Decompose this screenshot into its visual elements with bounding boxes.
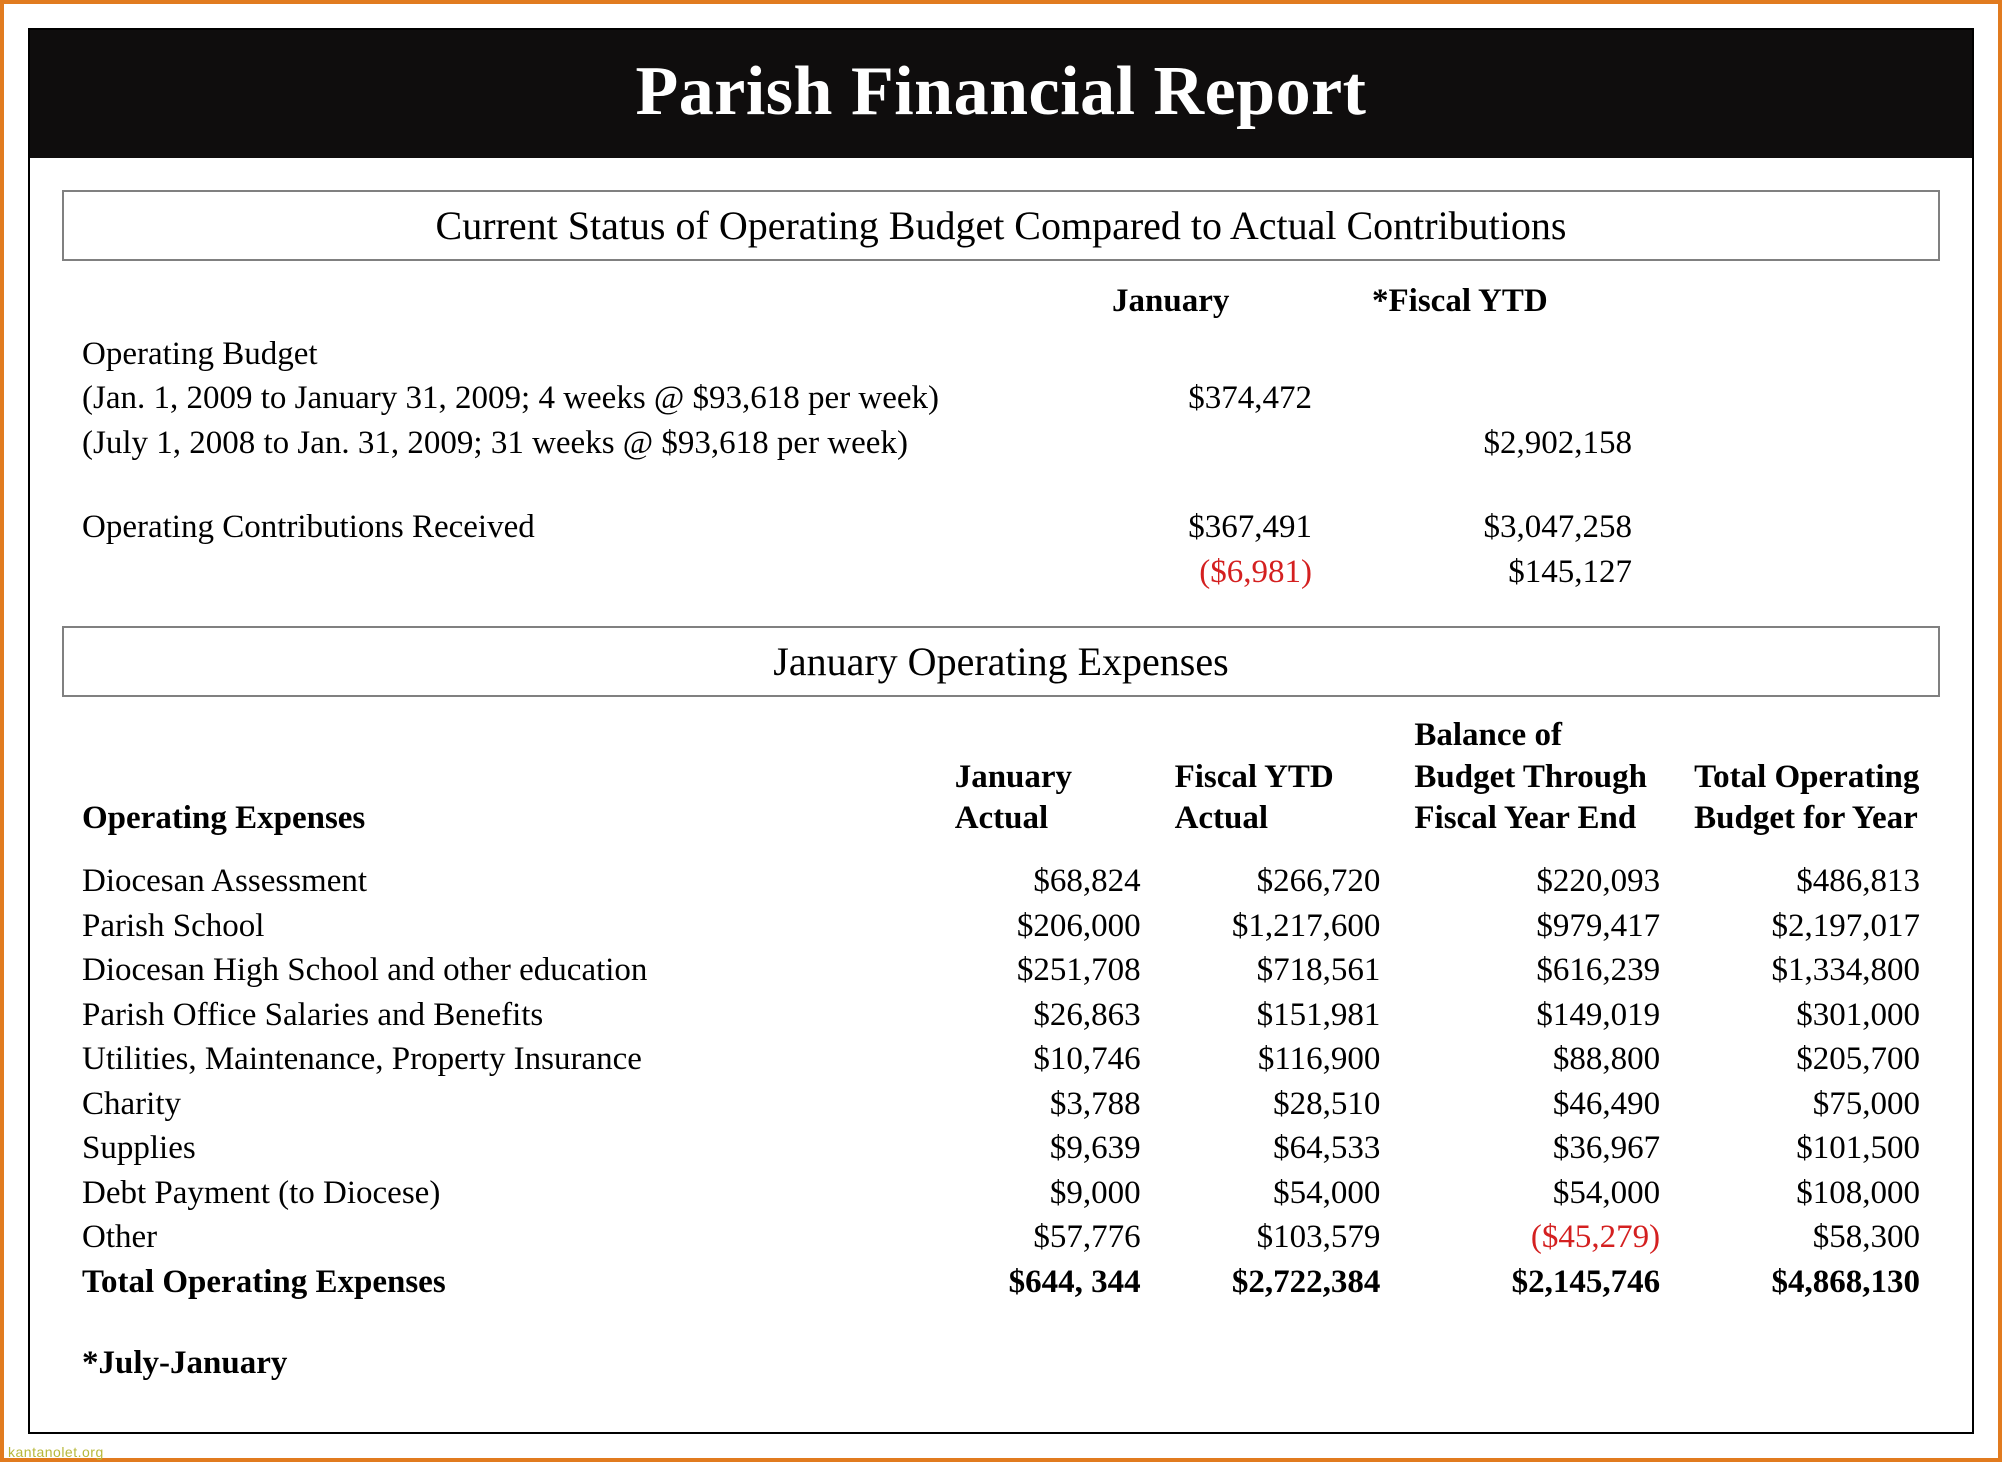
cell-tot: $205,700	[1660, 1037, 1920, 1082]
contrib-jan: $367,491	[1072, 505, 1352, 550]
table-row: Supplies$9,639$64,533$36,967$101,500	[82, 1126, 1920, 1171]
cell-bal: $2,145,746	[1380, 1260, 1660, 1305]
table-row: Diocesan Assessment$68,824$266,720$220,0…	[82, 859, 1920, 904]
budget-line1-label: (Jan. 1, 2009 to January 31, 2009; 4 wee…	[82, 376, 1072, 421]
table-row: Parish School$206,000$1,217,600$979,417$…	[82, 904, 1920, 949]
page-title: Parish Financial Report	[30, 52, 1972, 132]
cell-jan: $251,708	[921, 948, 1141, 993]
cell-tot: $75,000	[1660, 1082, 1920, 1127]
cell-bal: ($45,279)	[1380, 1215, 1660, 1260]
section-title-budget: Current Status of Operating Budget Compa…	[62, 190, 1940, 261]
contributions-label: Operating Contributions Received	[82, 505, 1072, 550]
table-row: Utilities, Maintenance, Property Insuran…	[82, 1037, 1920, 1082]
budget-line2-ytd: $2,902,158	[1352, 421, 1632, 466]
page: Parish Financial Report Current Status o…	[28, 28, 1974, 1434]
cell-jan: $206,000	[921, 904, 1141, 949]
cell-jan: $26,863	[921, 993, 1141, 1038]
col-header-ytd: *Fiscal YTD	[1352, 279, 1632, 332]
budget-line1-ytd	[1352, 376, 1632, 421]
cell-label: Supplies	[82, 1126, 921, 1171]
cell-bal: $979,417	[1380, 904, 1660, 949]
outer-frame: Parish Financial Report Current Status o…	[0, 0, 2002, 1462]
cell-ytd: $116,900	[1141, 1037, 1381, 1082]
cell-ytd: $64,533	[1141, 1126, 1381, 1171]
footnote: *July-January	[82, 1341, 1920, 1386]
cell-bal: $36,967	[1380, 1126, 1660, 1171]
cell-jan: $57,776	[921, 1215, 1141, 1260]
cell-tot: $4,868,130	[1660, 1260, 1920, 1305]
cell-ytd: $718,561	[1141, 948, 1381, 993]
table-row-total: Total Operating Expenses$644, 344$2,722,…	[82, 1260, 1920, 1305]
cell-bal: $54,000	[1380, 1171, 1660, 1216]
expenses-table: Operating Expenses JanuaryActual Fiscal …	[82, 715, 1920, 1304]
cell-bal: $46,490	[1380, 1082, 1660, 1127]
expenses-block: Operating Expenses JanuaryActual Fiscal …	[30, 715, 1972, 1385]
cell-tot: $101,500	[1660, 1126, 1920, 1171]
cell-label: Other	[82, 1215, 921, 1260]
cell-label: Parish School	[82, 904, 921, 949]
watermark: kantanolet.org	[8, 1444, 104, 1460]
exp-col-bal: Balance ofBudget ThroughFiscal Year End	[1380, 715, 1660, 859]
section-title-expenses: January Operating Expenses	[62, 626, 1940, 697]
cell-ytd: $266,720	[1141, 859, 1381, 904]
operating-budget-label: Operating Budget	[82, 332, 1072, 377]
budget-line2-label: (July 1, 2008 to Jan. 31, 2009; 31 weeks…	[82, 421, 1072, 466]
cell-label: Debt Payment (to Diocese)	[82, 1171, 921, 1216]
cell-ytd: $103,579	[1141, 1215, 1381, 1260]
cell-bal: $149,019	[1380, 993, 1660, 1038]
cell-label: Diocesan High School and other education	[82, 948, 921, 993]
cell-jan: $10,746	[921, 1037, 1141, 1082]
report-header: Parish Financial Report	[30, 30, 1972, 158]
col-header-january: January	[1072, 279, 1352, 332]
cell-label: Charity	[82, 1082, 921, 1127]
cell-ytd: $54,000	[1141, 1171, 1381, 1216]
cell-label: Total Operating Expenses	[82, 1260, 921, 1305]
variance-jan: ($6,981)	[1072, 550, 1352, 595]
cell-tot: $1,334,800	[1660, 948, 1920, 993]
cell-label: Utilities, Maintenance, Property Insuran…	[82, 1037, 921, 1082]
variance-ytd: $145,127	[1352, 550, 1632, 595]
cell-ytd: $28,510	[1141, 1082, 1381, 1127]
cell-label: Parish Office Salaries and Benefits	[82, 993, 921, 1038]
cell-tot: $2,197,017	[1660, 904, 1920, 949]
cell-bal: $616,239	[1380, 948, 1660, 993]
cell-bal: $88,800	[1380, 1037, 1660, 1082]
cell-label: Diocesan Assessment	[82, 859, 921, 904]
budget-line1-jan: $374,472	[1072, 376, 1352, 421]
table-row: Parish Office Salaries and Benefits$26,8…	[82, 993, 1920, 1038]
cell-jan: $68,824	[921, 859, 1141, 904]
table-row: Diocesan High School and other education…	[82, 948, 1920, 993]
exp-col-ytd: Fiscal YTDActual	[1141, 715, 1381, 859]
cell-jan: $9,639	[921, 1126, 1141, 1171]
exp-rowheader: Operating Expenses	[82, 715, 921, 859]
cell-jan: $644, 344	[921, 1260, 1141, 1305]
cell-jan: $9,000	[921, 1171, 1141, 1216]
budget-table: January *Fiscal YTD Operating Budget (Ja…	[82, 279, 1920, 594]
cell-ytd: $1,217,600	[1141, 904, 1381, 949]
cell-ytd: $151,981	[1141, 993, 1381, 1038]
cell-jan: $3,788	[921, 1082, 1141, 1127]
cell-tot: $108,000	[1660, 1171, 1920, 1216]
cell-bal: $220,093	[1380, 859, 1660, 904]
cell-tot: $58,300	[1660, 1215, 1920, 1260]
table-row: Charity$3,788$28,510$46,490$75,000	[82, 1082, 1920, 1127]
table-row: Debt Payment (to Diocese)$9,000$54,000$5…	[82, 1171, 1920, 1216]
budget-block: January *Fiscal YTD Operating Budget (Ja…	[30, 279, 1972, 594]
budget-line2-jan	[1072, 421, 1352, 466]
cell-ytd: $2,722,384	[1141, 1260, 1381, 1305]
contrib-ytd: $3,047,258	[1352, 505, 1632, 550]
cell-tot: $486,813	[1660, 859, 1920, 904]
cell-tot: $301,000	[1660, 993, 1920, 1038]
exp-col-jan: JanuaryActual	[921, 715, 1141, 859]
table-row: Other$57,776$103,579($45,279)$58,300	[82, 1215, 1920, 1260]
exp-col-tot: Total OperatingBudget for Year	[1660, 715, 1920, 859]
